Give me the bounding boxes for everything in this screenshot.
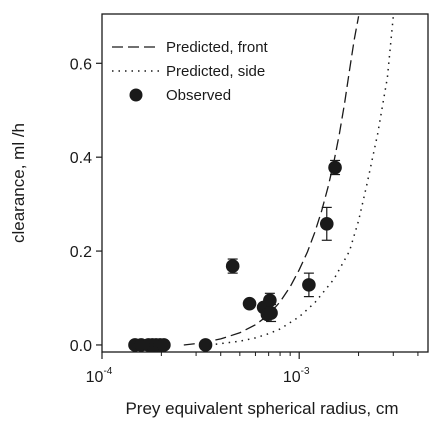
legend-label-front: Predicted, front [166, 39, 269, 56]
observed-point [319, 217, 334, 231]
y-axis-ticks: 0.0 0.2 0.4 0.6 [70, 56, 102, 355]
x-axis-label: Prey equivalent spherical radius, cm [125, 399, 398, 418]
y-tick-label: 0.0 [70, 338, 92, 355]
x-axis-ticks: 10-4 10-3 [86, 352, 419, 386]
legend-marker-observed [129, 88, 143, 102]
legend-label-observed: Observed [166, 87, 231, 104]
plot-frame [101, 13, 429, 353]
x-tick-label: 10-3 [283, 366, 310, 386]
observed-point [157, 338, 171, 352]
observed-point [242, 296, 257, 311]
observed-point [328, 160, 342, 175]
legend-label-side: Predicted, side [166, 63, 265, 80]
y-axis-label: clearance, ml /h [9, 123, 28, 243]
observed-point [302, 278, 316, 292]
observed-point [264, 306, 278, 320]
observed-point [263, 293, 277, 308]
y-tick-label: 0.4 [70, 150, 92, 167]
observed-point [198, 338, 213, 352]
predicted-front-curve [183, 16, 360, 346]
observed-point [225, 259, 240, 273]
legend: Predicted, front Predicted, side Observe… [112, 39, 269, 104]
y-tick-label: 0.6 [70, 56, 92, 73]
y-tick-label: 0.2 [70, 244, 92, 261]
prediction-curves [183, 16, 395, 346]
observed-points [128, 159, 342, 352]
x-tick-label: 10-4 [86, 366, 113, 386]
